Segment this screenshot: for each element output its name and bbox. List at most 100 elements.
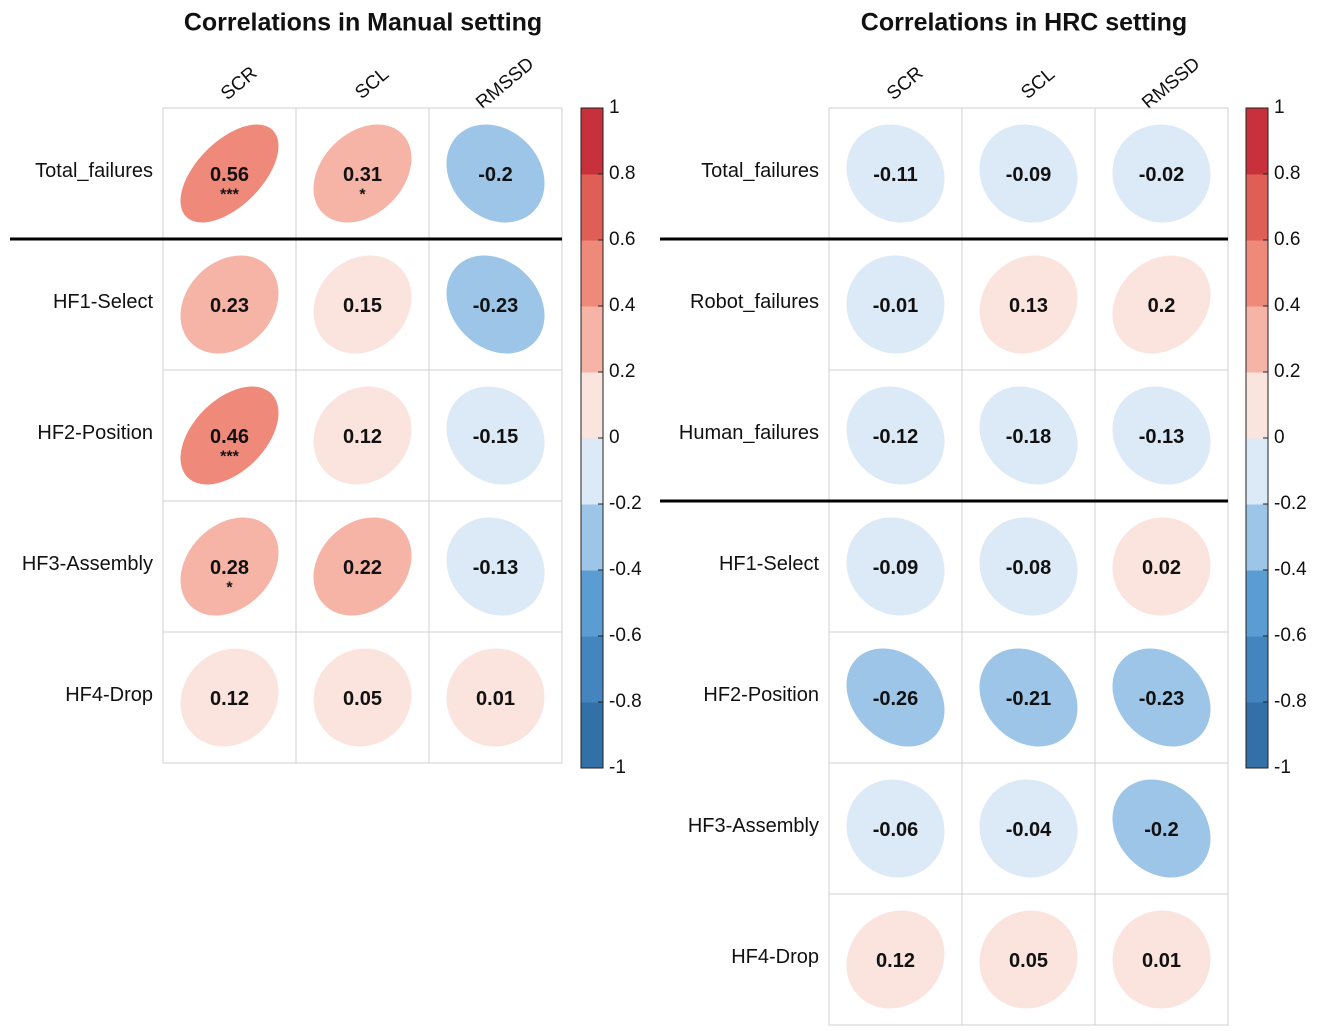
value-label: -0.15 bbox=[473, 426, 519, 448]
correlation-ellipse bbox=[846, 779, 945, 878]
colorbar-segment bbox=[581, 570, 603, 637]
colorbar-segment bbox=[1246, 504, 1268, 571]
correlation-ellipse bbox=[846, 386, 945, 485]
significance: *** bbox=[220, 449, 239, 466]
value-label: -0.04 bbox=[1006, 819, 1052, 841]
row-label: HF3-Assembly bbox=[688, 815, 819, 837]
chart-title: Correlations in HRC setting bbox=[861, 9, 1187, 37]
correlation-ellipse bbox=[979, 648, 1078, 747]
value-label: 0.2 bbox=[1148, 295, 1176, 317]
colorbar-tick-label: 0.4 bbox=[609, 295, 636, 316]
correlation-ellipse bbox=[313, 648, 412, 747]
correlation-ellipse bbox=[180, 255, 279, 354]
colorbar-segment bbox=[581, 636, 603, 703]
value-label: -0.13 bbox=[1139, 426, 1185, 448]
colorbar-tick-label: 0.6 bbox=[1274, 229, 1300, 250]
column-label: RMSSD bbox=[1138, 54, 1204, 114]
value-label: -0.09 bbox=[873, 557, 919, 579]
colorbar-segment bbox=[1246, 174, 1268, 241]
chart-title: Correlations in Manual setting bbox=[184, 9, 542, 37]
colorbar-segment bbox=[581, 504, 603, 571]
row-label: HF1-Select bbox=[53, 291, 153, 313]
value-label: -0.08 bbox=[1006, 557, 1052, 579]
correlation-ellipse bbox=[180, 386, 279, 485]
colorbar-tick-label: 0.8 bbox=[1274, 163, 1300, 184]
correlation-ellipse bbox=[846, 910, 945, 1009]
correlation-ellipse bbox=[1112, 648, 1211, 747]
correlation-ellipse bbox=[446, 517, 545, 616]
colorbar-segment bbox=[581, 240, 603, 307]
correlation-ellipse bbox=[180, 124, 279, 223]
value-label: 0.02 bbox=[1142, 557, 1181, 579]
correlation-ellipse bbox=[1112, 124, 1211, 223]
significance: * bbox=[359, 187, 366, 204]
colorbar-segment bbox=[1246, 438, 1268, 505]
colorbar-segment bbox=[1246, 108, 1268, 175]
row-label: Total_failures bbox=[35, 160, 153, 182]
colorbar-segment bbox=[581, 438, 603, 505]
value-label: 0.31 bbox=[343, 164, 382, 186]
value-label: 0.05 bbox=[1009, 950, 1048, 972]
correlation-ellipse bbox=[446, 386, 545, 485]
colorbar-tick-label: -0.6 bbox=[1274, 625, 1307, 646]
row-label: Robot_failures bbox=[690, 291, 819, 313]
correlation-ellipse bbox=[979, 386, 1078, 485]
value-label: 0.22 bbox=[343, 557, 382, 579]
column-label: SCL bbox=[1017, 64, 1059, 104]
colorbar-tick-label: -0.8 bbox=[609, 691, 642, 712]
row-label: Total_failures bbox=[701, 160, 819, 182]
correlation-ellipse bbox=[446, 648, 545, 747]
row-label: HF2-Position bbox=[37, 422, 153, 444]
colorbar-tick-label: 0.4 bbox=[1274, 295, 1301, 316]
correlation-ellipse bbox=[979, 910, 1078, 1009]
correlation-ellipse bbox=[979, 779, 1078, 878]
colorbar-tick-label: -0.4 bbox=[1274, 559, 1307, 580]
colorbar-tick-label: -1 bbox=[1274, 757, 1291, 778]
correlation-ellipse bbox=[446, 124, 545, 223]
value-label: 0.12 bbox=[343, 426, 382, 448]
correlation-ellipse bbox=[979, 517, 1078, 616]
cell bbox=[1094, 893, 1229, 1026]
colorbar-segment bbox=[1246, 240, 1268, 307]
value-label: 0.12 bbox=[876, 950, 915, 972]
value-label: -0.12 bbox=[873, 426, 919, 448]
colorbar-tick-label: 0.2 bbox=[609, 361, 635, 382]
colorbar-tick-label: 0.6 bbox=[609, 229, 635, 250]
cell bbox=[428, 631, 563, 764]
row-label: HF4-Drop bbox=[731, 946, 819, 968]
correlation-ellipse bbox=[846, 124, 945, 223]
value-label: -0.23 bbox=[473, 295, 519, 317]
value-label: 0.05 bbox=[343, 688, 382, 710]
value-label: 0.23 bbox=[210, 295, 249, 317]
correlation-ellipse bbox=[1112, 779, 1211, 878]
value-label: 0.01 bbox=[476, 688, 515, 710]
column-label: SCR bbox=[217, 63, 261, 105]
colorbar-segment bbox=[581, 108, 603, 175]
colorbar-tick-label: 1 bbox=[609, 97, 620, 118]
value-label: 0.13 bbox=[1009, 295, 1048, 317]
value-label: -0.01 bbox=[873, 295, 919, 317]
column-label: SCR bbox=[883, 63, 927, 105]
colorbar-segment bbox=[1246, 570, 1268, 637]
correlation-ellipse bbox=[1112, 910, 1211, 1009]
value-label: -0.11 bbox=[873, 164, 917, 186]
correlation-ellipse bbox=[979, 255, 1078, 354]
significance: * bbox=[226, 580, 233, 597]
value-label: 0.12 bbox=[210, 688, 249, 710]
colorbar-segment bbox=[581, 174, 603, 241]
value-label: -0.09 bbox=[1006, 164, 1052, 186]
correlation-ellipse bbox=[313, 517, 412, 616]
value-label: -0.18 bbox=[1006, 426, 1052, 448]
value-label: 0.56 bbox=[210, 164, 249, 186]
colorbar-segment bbox=[581, 306, 603, 373]
colorbar-segment bbox=[581, 702, 603, 769]
correlation-ellipse bbox=[846, 517, 945, 616]
colorbar-tick-label: 0.2 bbox=[1274, 361, 1300, 382]
value-label: 0.46 bbox=[210, 426, 249, 448]
correlation-ellipse bbox=[846, 255, 945, 354]
colorbar-tick-label: -0.2 bbox=[609, 493, 642, 514]
value-label: -0.2 bbox=[478, 164, 512, 186]
correlation-ellipse bbox=[1112, 386, 1211, 485]
colorbar-tick-label: 0.8 bbox=[609, 163, 635, 184]
